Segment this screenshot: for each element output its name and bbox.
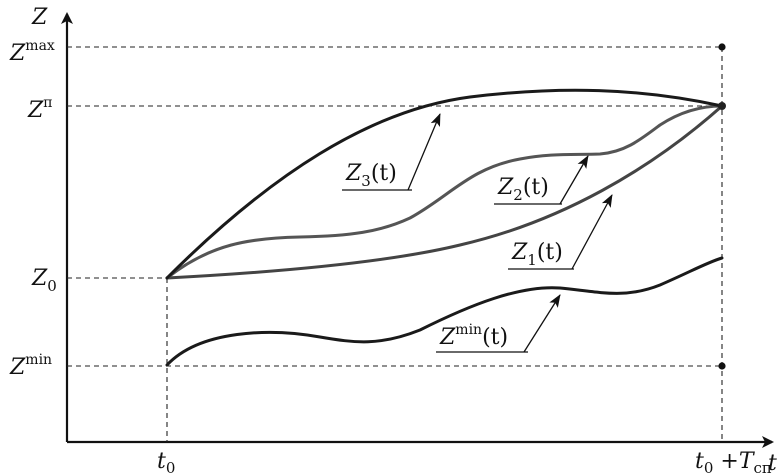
label-z2: Z2(t) [497,175,549,204]
point-zmin-end [718,362,726,370]
leader-zmin-t [523,294,561,353]
y-axis-label: Z [31,5,48,30]
label-zmin-t: Zmin(t) [439,322,508,350]
curve-zmin [165,256,724,367]
x-axis-label: t [768,451,777,474]
point-zmax-end [718,43,726,51]
curve-z2 [165,104,724,280]
curve-z3 [165,88,724,280]
label-z1: Z1(t) [511,240,563,269]
label-tend: t0 +Tсп [695,449,772,474]
label-z3: Z3(t) [345,161,397,190]
label-zn: Zп [27,95,53,123]
leader-z1 [571,194,613,270]
label-t0: t0 [157,449,175,474]
curve-z1 [165,104,724,280]
leader-z3 [407,113,441,191]
label-z0: Z0 [31,266,57,295]
leader-z2 [559,155,589,205]
label-zmax: Zmax [9,38,55,66]
point-zn-end [718,102,726,110]
label-zmin: Zmin [9,352,52,380]
